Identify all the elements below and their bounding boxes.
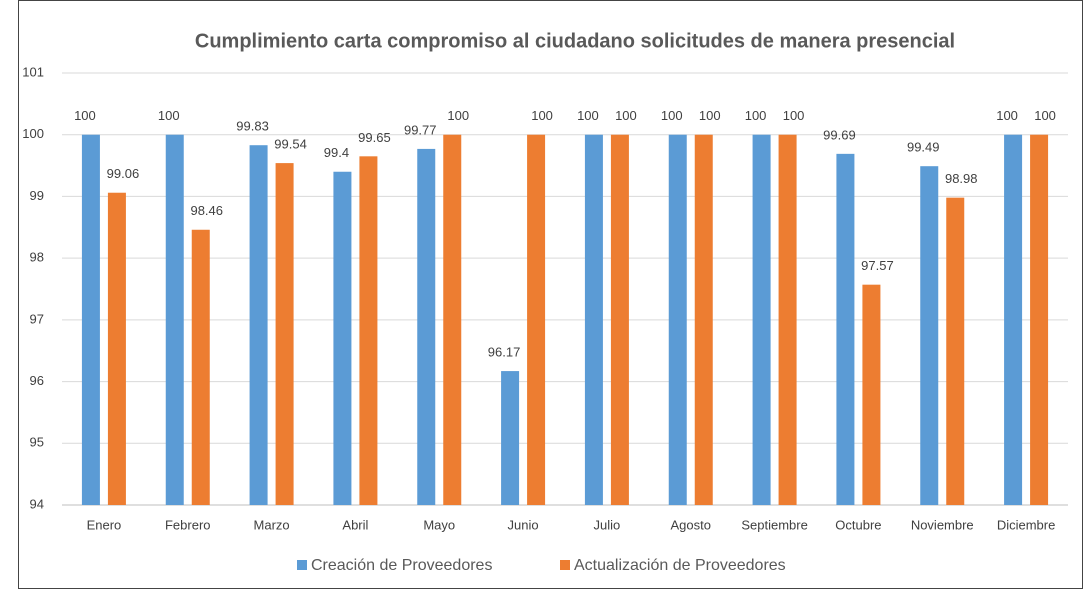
x-tick-label: Junio xyxy=(508,517,539,532)
bar xyxy=(501,371,520,505)
data-label: 96.17 xyxy=(488,345,521,360)
y-tick-label: 96 xyxy=(30,373,44,388)
y-tick-label: 100 xyxy=(22,126,44,141)
data-label: 100 xyxy=(615,108,637,123)
bar xyxy=(249,145,268,505)
x-tick-label: Julio xyxy=(594,517,621,532)
data-label: 100 xyxy=(447,108,469,123)
x-tick-label: Diciembre xyxy=(997,517,1056,532)
legend-swatch xyxy=(560,560,570,570)
bar xyxy=(836,153,855,506)
legend-label: Creación de Proveedores xyxy=(311,557,492,574)
x-tick-label: Abril xyxy=(342,517,368,532)
x-tick-label: Noviembre xyxy=(911,517,974,532)
bar xyxy=(668,134,687,505)
legend-label: Actualización de Proveedores xyxy=(574,557,786,574)
x-tick-label: Septiembre xyxy=(741,517,807,532)
data-label: 99.77 xyxy=(404,122,437,137)
data-label: 98.46 xyxy=(190,203,223,218)
y-tick-label: 101 xyxy=(22,64,44,79)
data-label: 98.98 xyxy=(945,171,978,186)
y-tick-label: 97 xyxy=(30,311,44,326)
data-label: 100 xyxy=(577,108,599,123)
data-label: 100 xyxy=(531,108,553,123)
data-label: 99.65 xyxy=(358,130,391,145)
data-label: 100 xyxy=(699,108,721,123)
y-tick-label: 99 xyxy=(30,188,44,203)
bar xyxy=(165,134,184,505)
x-tick-label: Mayo xyxy=(423,517,455,532)
data-label: 99.4 xyxy=(324,145,349,160)
x-tick-label: Agosto xyxy=(671,517,711,532)
data-label: 99.83 xyxy=(236,119,269,134)
data-label: 100 xyxy=(996,108,1018,123)
bar xyxy=(417,148,436,505)
bar xyxy=(107,192,126,505)
data-label: 99.06 xyxy=(107,166,140,181)
data-label: 100 xyxy=(1034,108,1056,123)
y-tick-label: 95 xyxy=(30,435,44,450)
data-label: 100 xyxy=(74,108,96,123)
bar xyxy=(81,134,100,505)
bar xyxy=(946,197,965,506)
bar xyxy=(333,171,352,505)
bar xyxy=(862,284,881,505)
x-tick-label: Marzo xyxy=(254,517,290,532)
x-tick-label: Enero xyxy=(87,517,122,532)
data-label: 97.57 xyxy=(861,258,894,273)
bar xyxy=(359,156,378,506)
bar xyxy=(752,134,771,505)
bar xyxy=(920,166,939,505)
x-tick-label: Febrero xyxy=(165,517,211,532)
bar xyxy=(610,134,629,505)
legend-swatch xyxy=(297,560,307,570)
y-tick-label: 94 xyxy=(30,496,44,511)
x-tick-label: Octubre xyxy=(835,517,881,532)
bar xyxy=(443,134,462,505)
y-tick-label: 98 xyxy=(30,250,44,265)
data-label: 100 xyxy=(783,108,805,123)
bar xyxy=(778,134,797,505)
bar xyxy=(275,163,294,506)
data-label: 100 xyxy=(661,108,683,123)
bar xyxy=(694,134,713,505)
bar xyxy=(191,229,210,506)
data-label: 100 xyxy=(158,108,180,123)
chart-title: Cumplimiento carta compromiso al ciudada… xyxy=(195,30,955,52)
bar xyxy=(1030,134,1049,505)
data-label: 100 xyxy=(745,108,767,123)
data-label: 99.69 xyxy=(823,127,856,142)
bar xyxy=(1004,134,1023,505)
bar xyxy=(527,134,546,505)
data-label: 99.54 xyxy=(274,137,307,152)
data-label: 99.49 xyxy=(907,140,940,155)
bar xyxy=(584,134,603,505)
